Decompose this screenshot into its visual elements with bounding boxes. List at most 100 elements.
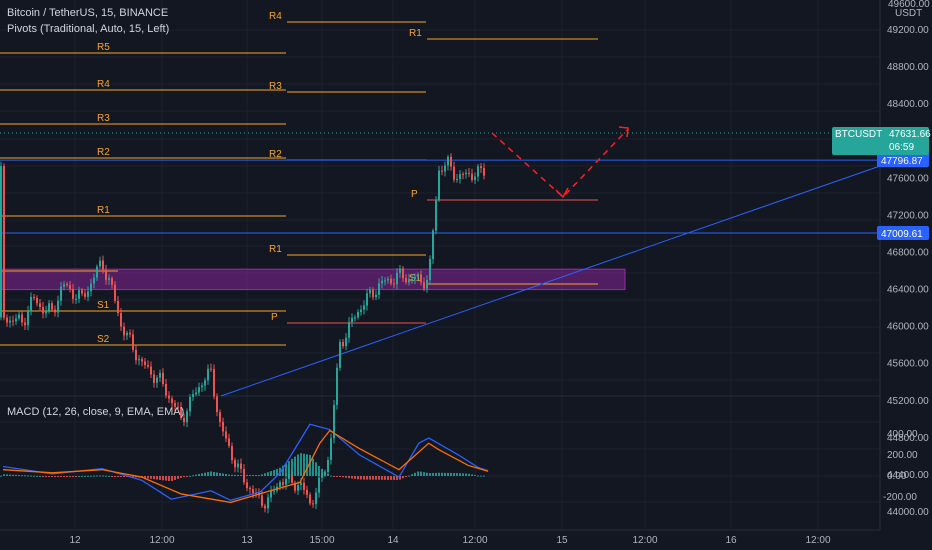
macd-histogram-bar: [63, 476, 65, 477]
candle-body: [129, 332, 131, 335]
macd-histogram-bar: [471, 474, 473, 476]
projection-path[interactable]: [491, 129, 628, 199]
macd-histogram-bar: [60, 476, 62, 477]
symbol-title[interactable]: Bitcoin / TetherUS, 15, BINANCE: [7, 7, 169, 19]
macd-histogram-bar: [21, 475, 23, 477]
macd-histogram-bar: [117, 476, 119, 477]
macd-histogram-bar: [444, 472, 446, 476]
macd-histogram-bar: [333, 476, 335, 477]
candle-body: [297, 485, 299, 491]
macd-line[interactable]: [2, 423, 489, 501]
macd-histogram-bar: [165, 476, 167, 481]
macd-histogram-bar: [246, 474, 248, 476]
macd-histogram-bar: [417, 471, 419, 476]
candle-body: [198, 387, 200, 393]
candle-body: [315, 492, 317, 505]
time-tick-label: 13: [241, 535, 253, 546]
time-tick-label: 12:00: [805, 535, 830, 546]
macd-histogram-bar: [18, 475, 20, 477]
macd-histogram-bar: [285, 463, 287, 476]
candle-body: [336, 367, 338, 405]
macd-histogram-bar: [120, 476, 122, 477]
macd-histogram-bar: [456, 473, 458, 476]
candle-body: [195, 392, 197, 395]
macd-histogram-bar: [108, 475, 110, 477]
trend-line[interactable]: [220, 165, 881, 397]
candle-body: [207, 368, 209, 381]
candle-body: [450, 156, 452, 167]
candle-body: [405, 278, 407, 283]
candle-body: [432, 230, 434, 259]
candle-body: [3, 166, 5, 318]
macd-histogram-bar: [225, 474, 227, 476]
candle-body: [231, 445, 233, 461]
macd-histogram-bar: [273, 469, 275, 476]
candle-body: [369, 289, 371, 294]
macd-histogram-bar: [438, 472, 440, 476]
macd-histogram-bar: [174, 476, 176, 480]
price-tick-label: 46800.00: [887, 247, 929, 258]
pivot-label-p: P: [271, 312, 278, 323]
candle-body: [309, 494, 311, 504]
last-price-symbol: BTCUSDT: [835, 129, 882, 140]
candle-body: [30, 296, 32, 312]
macd-histogram-bar: [459, 473, 461, 476]
candle-body: [96, 266, 98, 278]
macd-histogram-bar: [105, 475, 107, 477]
macd-histogram-bar: [381, 476, 383, 480]
macd-histogram-bar: [396, 476, 398, 481]
macd-histogram-bar: [405, 476, 407, 477]
candle-body: [396, 272, 398, 285]
candle-body: [261, 495, 263, 506]
candle-body: [147, 364, 149, 367]
macd-histogram-bar: [249, 474, 251, 476]
macd-histogram-bar: [276, 468, 278, 476]
macd-histogram-bar: [96, 475, 98, 477]
candle-body: [117, 300, 119, 314]
candle-body: [378, 283, 380, 295]
candle-body: [435, 200, 437, 231]
macd-histogram-bar: [468, 473, 470, 476]
candle-body: [12, 320, 14, 322]
candle-body: [174, 403, 176, 407]
macd-indicator-title[interactable]: MACD (12, 26, close, 9, EMA, EMA): [7, 406, 185, 418]
candle-body: [42, 307, 44, 314]
pivots-indicator-title[interactable]: Pivots (Traditional, Auto, 15, Left): [7, 23, 170, 35]
candle-body: [201, 385, 203, 388]
price-tick-label: 48400.00: [887, 99, 929, 110]
macd-histogram-bar: [465, 473, 467, 476]
candle-body: [408, 279, 410, 283]
macd-histogram-bar: [30, 475, 32, 477]
candle-body: [288, 473, 290, 479]
macd-histogram-bar: [48, 476, 50, 477]
signal-line[interactable]: [2, 429, 489, 504]
candle-body: [399, 268, 401, 273]
macd-histogram-bar: [135, 476, 137, 478]
macd-tick-label: 200.00: [887, 450, 918, 461]
price-tick-label: 45600.00: [887, 359, 929, 370]
macd-histogram-bar: [33, 475, 35, 477]
candle-body: [345, 337, 347, 347]
candle-body: [84, 293, 86, 297]
macd-histogram-bar: [366, 476, 368, 480]
candle-body: [366, 293, 368, 306]
macd-histogram-bar: [303, 453, 305, 476]
last-price-badge-bg: [832, 127, 929, 155]
macd-histogram-bar: [162, 476, 164, 481]
macd-histogram-bar: [216, 472, 218, 476]
candle-body: [204, 380, 206, 386]
candle-body: [441, 170, 443, 172]
price-tick-label: 48800.00: [887, 62, 929, 73]
candle-body: [21, 314, 23, 323]
candle-body: [273, 490, 275, 492]
candle-body: [444, 165, 446, 172]
macd-histogram-bar: [54, 476, 56, 477]
candle-body: [126, 332, 128, 336]
macd-histogram-bar: [414, 472, 416, 476]
price-axis-bg: [880, 0, 932, 550]
pivot-label-r3: R3: [97, 113, 110, 124]
macd-histogram-bar: [339, 476, 341, 477]
macd-histogram-bar: [387, 476, 389, 480]
macd-histogram-bar: [240, 474, 242, 476]
